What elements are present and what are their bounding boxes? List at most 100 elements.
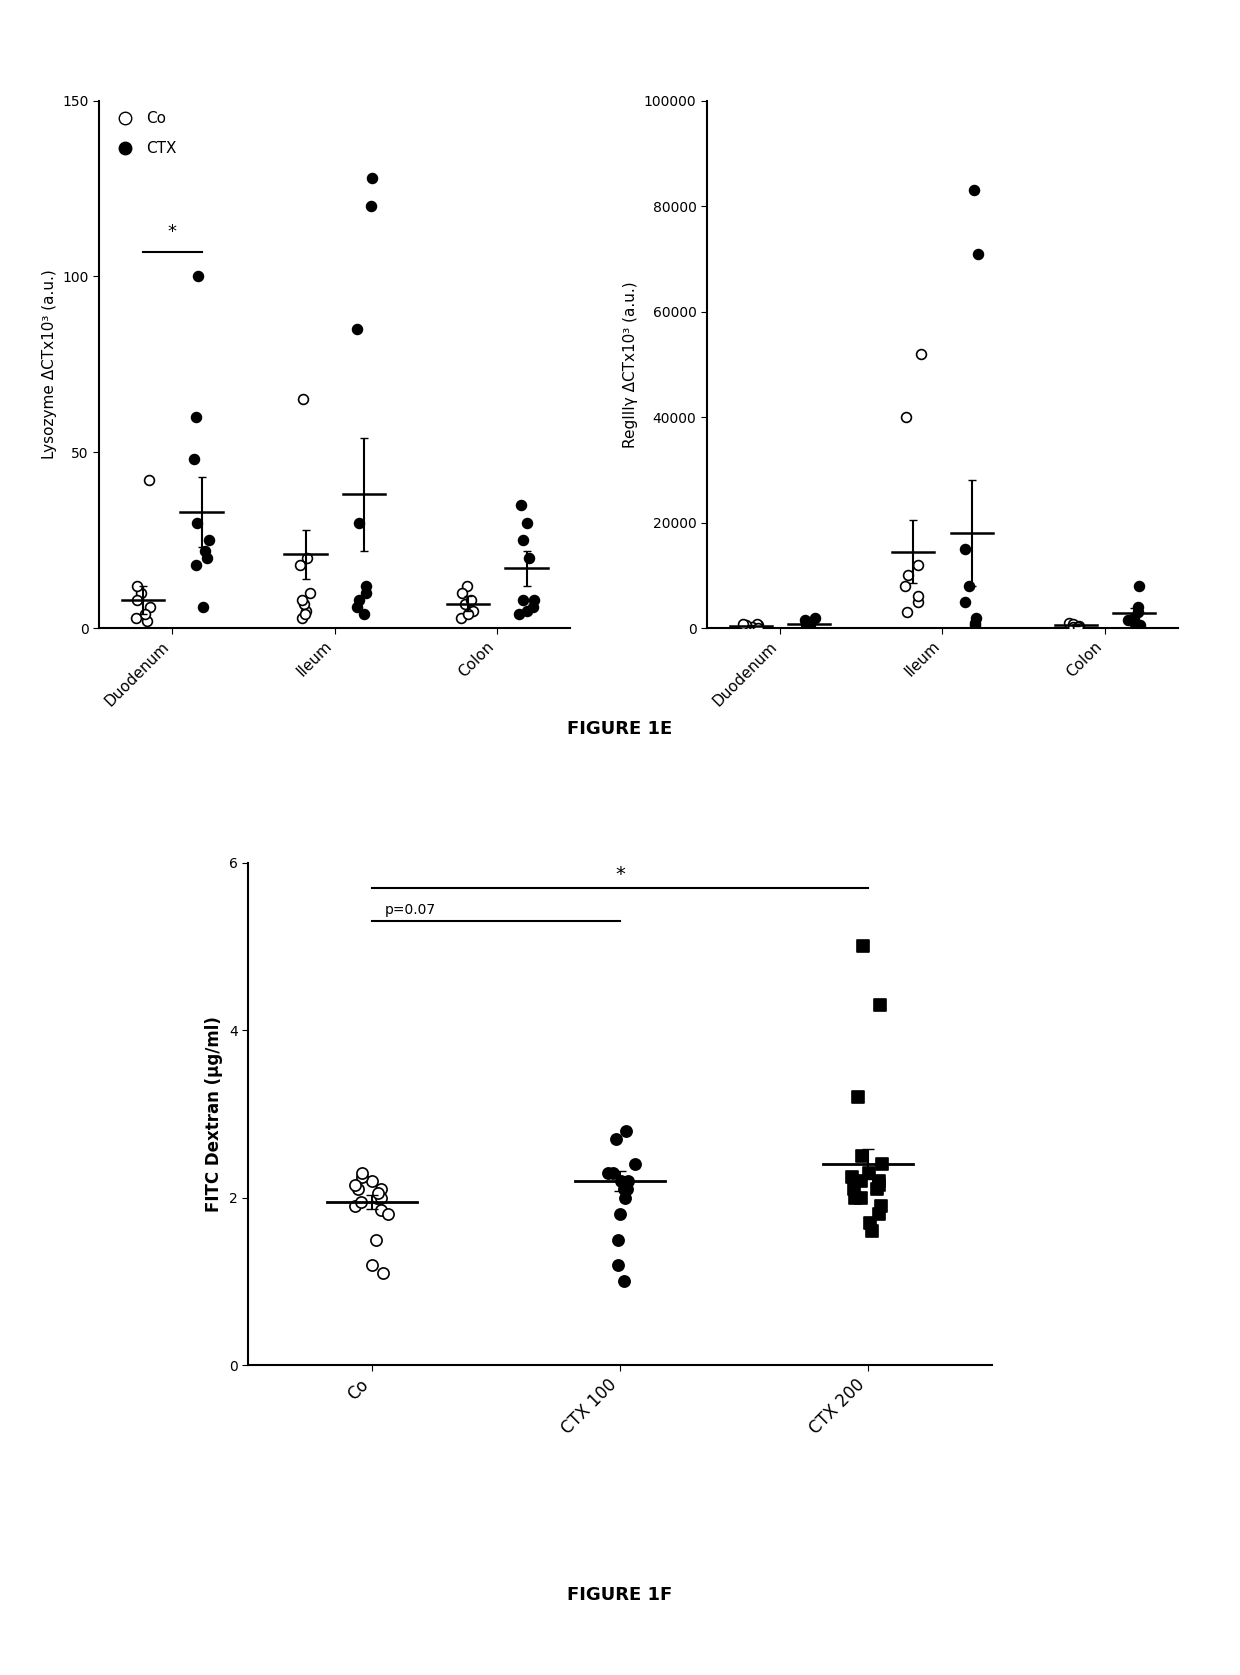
- Point: [131, 580, 151, 606]
- Point: [909, 551, 929, 578]
- Point: [347, 1176, 367, 1203]
- Point: [510, 601, 529, 628]
- Point: [869, 1167, 889, 1194]
- Point: [796, 606, 816, 633]
- Point: [844, 1184, 864, 1211]
- Point: [352, 1162, 372, 1189]
- Point: [511, 492, 531, 519]
- Point: [966, 610, 986, 636]
- Point: [956, 536, 976, 563]
- Point: [745, 613, 765, 640]
- Point: [346, 1193, 366, 1219]
- Point: [366, 1226, 386, 1253]
- Point: [1128, 573, 1148, 600]
- Point: [867, 1176, 887, 1203]
- Point: [295, 601, 315, 628]
- Point: [859, 1209, 879, 1236]
- Point: [796, 615, 816, 642]
- Point: [960, 573, 980, 600]
- Point: [463, 596, 482, 623]
- Point: [378, 1201, 398, 1228]
- Legend: Co, CTX: Co, CTX: [107, 109, 180, 159]
- Point: [512, 586, 532, 613]
- Point: [748, 615, 768, 642]
- Point: [852, 1142, 872, 1169]
- Point: [851, 1167, 870, 1194]
- Point: [451, 580, 471, 606]
- Point: [800, 613, 820, 640]
- Point: [294, 385, 314, 412]
- Text: *: *: [615, 864, 625, 884]
- Point: [733, 611, 753, 638]
- Point: [908, 588, 928, 615]
- Point: [618, 1176, 637, 1203]
- Point: [748, 610, 768, 636]
- Point: [1068, 613, 1087, 640]
- Point: [743, 613, 763, 640]
- Point: [1059, 610, 1079, 636]
- Point: [293, 605, 312, 631]
- Point: [347, 315, 367, 343]
- Point: [897, 404, 916, 430]
- Point: [188, 263, 208, 290]
- Point: [859, 1159, 879, 1186]
- Point: [1063, 611, 1083, 638]
- Point: [966, 605, 986, 631]
- Point: [350, 586, 370, 613]
- Point: [911, 340, 931, 367]
- Point: [898, 600, 918, 626]
- Point: [135, 601, 155, 628]
- Point: [851, 1184, 870, 1211]
- Point: [523, 593, 543, 620]
- Point: [895, 573, 915, 600]
- Point: [197, 544, 217, 571]
- Point: [872, 1193, 892, 1219]
- Point: [362, 1167, 382, 1194]
- Text: FIGURE 1F: FIGURE 1F: [568, 1586, 672, 1603]
- Point: [603, 1159, 622, 1186]
- Text: p=0.07: p=0.07: [384, 903, 435, 918]
- Point: [844, 1176, 864, 1203]
- Point: [200, 526, 219, 553]
- Point: [610, 1201, 630, 1228]
- Point: [608, 1226, 627, 1253]
- Point: [372, 1196, 392, 1223]
- Point: [1131, 611, 1151, 638]
- Point: [853, 933, 873, 960]
- Point: [295, 590, 315, 616]
- Y-axis label: Lysozyme ΔCTx10³ (a.u.): Lysozyme ΔCTx10³ (a.u.): [42, 270, 57, 459]
- Point: [842, 1162, 862, 1189]
- Point: [797, 613, 817, 640]
- Point: [870, 992, 890, 1018]
- Point: [186, 551, 206, 578]
- Point: [517, 596, 537, 623]
- Point: [869, 1201, 889, 1228]
- Point: [356, 580, 376, 606]
- Point: [863, 1218, 883, 1245]
- Point: [965, 611, 985, 638]
- Point: [598, 1159, 618, 1186]
- Point: [735, 611, 755, 638]
- Point: [898, 561, 918, 588]
- Point: [293, 586, 312, 613]
- Point: [361, 193, 381, 219]
- Point: [345, 1172, 365, 1199]
- Point: [1123, 605, 1143, 631]
- Point: [126, 605, 146, 631]
- Point: [351, 1189, 371, 1216]
- Point: [136, 608, 156, 635]
- Point: [616, 1117, 636, 1144]
- Point: [608, 1251, 627, 1278]
- Point: [458, 601, 477, 628]
- Y-axis label: RegIIIγ ΔCTx10³ (a.u.): RegIIIγ ΔCTx10³ (a.u.): [624, 281, 639, 447]
- Point: [371, 1184, 391, 1211]
- Point: [1063, 610, 1083, 636]
- Point: [195, 538, 215, 564]
- Point: [797, 613, 817, 640]
- Point: [298, 544, 317, 571]
- Point: [296, 596, 316, 623]
- Point: [128, 573, 148, 600]
- Y-axis label: FITC Dextran (μg/ml): FITC Dextran (μg/ml): [205, 1017, 223, 1211]
- Point: [1128, 593, 1148, 620]
- Point: [908, 583, 928, 610]
